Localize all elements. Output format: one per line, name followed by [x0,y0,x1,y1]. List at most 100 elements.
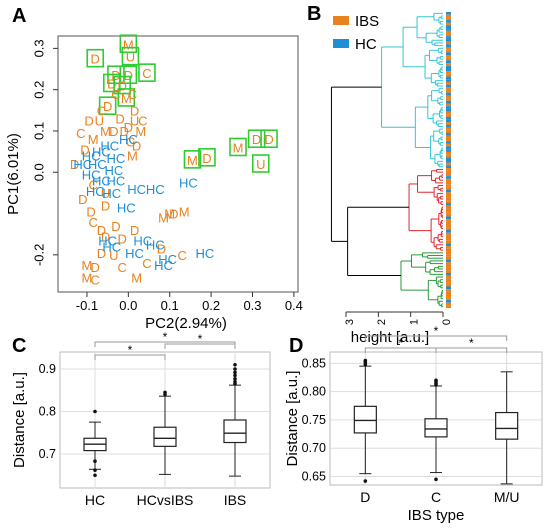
ibs-point: D [252,132,261,147]
leaf-label-strip [446,122,451,126]
leaf-label-strip [446,291,451,295]
hc-point: HC [86,184,105,199]
leaf-label-strip [446,143,451,147]
outlier-point [163,390,167,395]
ibs-point: M [135,124,146,139]
leaf-label-strip [446,125,451,128]
legend-label-ibs: IBS [355,13,379,30]
hc-point: HC [92,174,111,189]
leaf-label-strip [446,248,451,252]
leaf-label-strip [446,219,451,222]
significance-star: * [398,336,403,350]
hc-point: HC [119,132,138,147]
ibs-point: D [132,138,141,153]
leaf-label-strip [446,184,451,187]
leaf-label-strip [446,197,451,201]
ibs-point: D [117,231,126,246]
hc-point: HC [98,233,117,248]
leaf-label-strip [446,227,451,230]
x-tick-label: IBS [224,492,247,508]
x-tick-label: 0.1 [161,298,179,313]
ibs-point: D [84,114,93,129]
highlight-box [251,154,270,173]
leaf-label-strip [446,68,451,72]
y-tick-label: 0.8 [39,405,56,419]
leaf-label-strip [446,235,451,239]
leaf-label-strip [446,229,451,233]
x-tick-label: 0.4 [285,298,303,313]
height-tick-label: 3 [344,319,356,325]
panel-c-label: C [12,335,26,357]
ibs-point: D [97,246,106,261]
ibs-point: D [107,76,116,91]
hc-point: HC [107,174,126,189]
leaf-label-strip [446,52,451,56]
leaf-label-strip [446,63,451,66]
ibs-point: D [264,132,273,147]
leaf-label-strip [446,46,451,50]
highlight-box [86,48,105,68]
ibs-point: D [111,219,120,234]
leaf-label-strip [446,22,451,26]
ibs-point: D [120,124,129,139]
ibs-point: D [78,192,87,207]
x-axis-title: PC2(2.94%) [145,315,227,332]
ibs-point: D [97,223,106,238]
hc-point: HC [127,182,146,197]
scatter-panel: -0.1 0.0 0.1 0.2 0.3 0.4 0.3 0.2 0.1 0.0 -0.2 PC2(2… [5,34,303,332]
ibs-point: C [177,248,186,263]
leaf-label-strip [446,108,451,112]
box [424,418,448,438]
x-tick-label: 0.0 [119,298,137,313]
leaf-label-strip [446,254,451,257]
height-tick-label: 1 [409,319,421,325]
leaf-label-strip [446,154,451,158]
leaf-label-strip [446,20,451,23]
leaf-label-strip [446,98,451,101]
leaf-label-strip [446,138,451,142]
ibs-point: C [138,114,147,129]
leaf-label-strip [446,205,451,209]
y-tick-label: 0.2 [31,81,46,99]
ibs-point: U [109,248,118,263]
leaf-label-strip [446,44,451,47]
leaf-label-strip [446,81,451,85]
leaf-label-strip [446,100,451,104]
leaf-label-strip [446,289,451,292]
outlier-point [363,358,368,363]
leaf-label-strip [446,151,451,155]
outlier-point [233,370,237,375]
boxplot-panel-c: 0.7 0.8 0.9 HC HCvsIBS IBS * * * Distance [a.u.] [11,330,271,508]
hc-point: HC [133,233,152,248]
leaf-label-strip [446,149,451,152]
legend-label-hc: HC [355,36,377,53]
ibs-point: D [130,223,139,238]
ibs-point: D [124,120,133,135]
leaf-label-strip [446,76,451,80]
ibs-point: M [131,271,142,286]
outlier-point [93,468,97,472]
leaf-label-strip [446,111,451,115]
ibs-point: U [130,114,139,129]
hc-point: HC [82,149,101,164]
ibs-point: C [97,103,106,118]
leaf-label-strip [446,79,451,82]
legend-swatch-hc [333,39,349,48]
highlight-box [102,73,121,93]
boxplot-panel-d: 0.85 0.80 0.75 0.70 0.65 D C M/U * * * Distance [a.… [284,324,543,524]
leaf-label-strip [446,168,451,171]
ibs-point: M [179,204,190,219]
leaf-label-strip [446,17,451,21]
hc-point: HC [104,163,123,178]
dendrogram-panel: 3 2 1 0 height [a.u.] IBS HC [330,12,453,346]
leaf-label-strip [446,270,451,274]
leaf-label-strip [446,275,451,279]
ibs-point: D [124,68,133,83]
leaf-label-strip [446,194,451,198]
ibs-point: U [256,157,265,172]
hc-point: HC [179,176,198,191]
significance-bracket [364,335,508,341]
x-tick-label: 0.2 [202,298,220,313]
ibs-point: D [111,68,120,83]
leaf-label-strip [446,146,451,150]
